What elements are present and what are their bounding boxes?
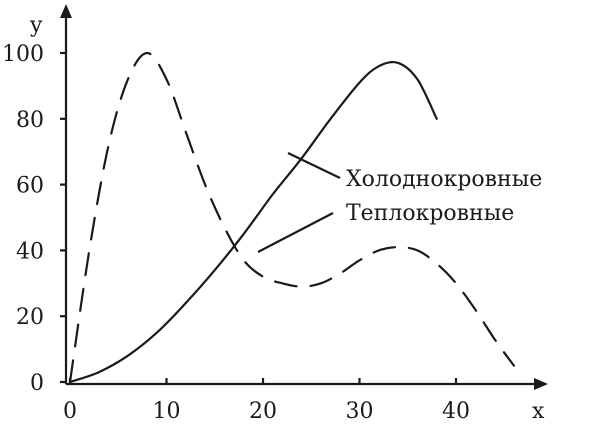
series-label-cold-blooded: Холоднокровные <box>346 167 542 192</box>
y-axis-arrow <box>60 4 72 18</box>
y-tick-label: 20 <box>16 305 44 330</box>
leader-line-warm-blooded <box>257 212 334 253</box>
x-tick-label: 30 <box>346 399 374 424</box>
y-tick-label: 0 <box>30 371 44 396</box>
x-ticks: 0 10 20 30 40 <box>63 378 470 424</box>
y-axis-title: y <box>29 13 43 38</box>
leader-line-cold-blooded <box>287 152 341 179</box>
x-axis-title: x <box>532 399 545 424</box>
series-label-warm-blooded: Теплокровные <box>346 201 514 226</box>
x-tick-label: 20 <box>249 399 277 424</box>
y-ticks: 0 20 40 60 80 100 <box>2 42 66 396</box>
series-line-cold-blooded <box>68 60 438 384</box>
series-line-warm-blooded <box>68 51 515 384</box>
series-group <box>68 51 515 384</box>
y-tick-label: 80 <box>16 108 44 133</box>
y-tick-label: 100 <box>2 42 44 67</box>
x-axis-arrow <box>534 378 548 390</box>
x-tick-label: 10 <box>153 399 181 424</box>
y-tick-label: 60 <box>16 174 44 199</box>
x-tick-label: 40 <box>442 399 470 424</box>
y-tick-label: 40 <box>16 239 44 264</box>
x-tick-label: 0 <box>63 399 77 424</box>
